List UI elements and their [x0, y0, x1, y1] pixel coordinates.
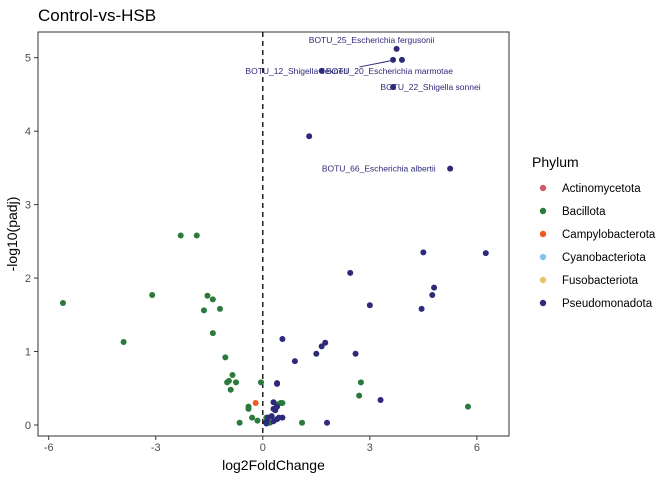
- plot-panel: [37, 31, 510, 437]
- point-bacillota: [177, 232, 184, 239]
- point-bacillota: [236, 419, 243, 426]
- point-pseudomonadota: [306, 133, 313, 140]
- point-pseudomonadota: [313, 350, 320, 357]
- point-pseudomonadota: [274, 416, 281, 423]
- point-pseudomonadota: [274, 380, 281, 387]
- point-pseudomonadota: [318, 67, 325, 74]
- point-pseudomonadota: [347, 269, 354, 276]
- point-pseudomonadota: [418, 305, 425, 312]
- point-bacillota: [299, 419, 306, 426]
- x-tick-label: -3: [151, 442, 161, 454]
- y-tick-label: 3: [25, 200, 31, 212]
- annotation-label: BOTU_66_Escherichia albertii: [322, 164, 436, 174]
- point-bacillota: [209, 330, 216, 337]
- legend: Phylum Actinomycetota Bacillota Campylobac…: [532, 154, 656, 310]
- annotation-label: BOTU_22_Shigella sonnei: [380, 82, 480, 92]
- point-pseudomonadota: [324, 419, 331, 426]
- point-pseudomonadota: [431, 284, 438, 291]
- point-annotations: BOTU_25_Escherichia fergusonii BOTU_12_Sh…: [245, 35, 480, 174]
- point-pseudomonadota: [352, 350, 359, 357]
- point-bacillota: [204, 292, 211, 299]
- point-pseudomonadota: [429, 291, 436, 298]
- point-pseudomonadota: [377, 397, 384, 404]
- point-pseudomonadota: [263, 420, 270, 427]
- legend-key-campylobacterota: [539, 230, 547, 238]
- legend-label: Bacillota: [562, 206, 606, 218]
- point-pseudomonadota: [398, 56, 405, 63]
- point-bacillota: [254, 417, 261, 424]
- y-axis: 0 1 2 3 4 5: [25, 53, 38, 432]
- legend-key-cyanobacteriota: [539, 253, 547, 261]
- point-bacillota: [224, 379, 231, 386]
- point-bacillota: [245, 405, 252, 412]
- point-bacillota: [59, 300, 66, 307]
- point-bacillota: [209, 296, 216, 303]
- point-pseudomonadota: [393, 45, 400, 52]
- point-bacillota: [149, 291, 156, 298]
- annotation-label: BOTU_12_Shigella flexneri: [245, 66, 348, 76]
- legend-key-bacillota: [539, 207, 547, 215]
- point-pseudomonadota: [390, 84, 397, 91]
- legend-title: Phylum: [532, 154, 579, 170]
- point-bacillota: [120, 338, 127, 345]
- legend-key-pseudomonadota: [539, 299, 547, 307]
- point-pseudomonadota: [272, 407, 279, 414]
- point-pseudomonadota: [420, 249, 427, 256]
- point-pseudomonadota: [279, 414, 286, 421]
- annotation-label: BOTU_20_Escherichia marmotae: [326, 66, 453, 76]
- point-bacillota: [227, 386, 234, 393]
- x-axis-title: log2FoldChange: [222, 457, 325, 473]
- point-pseudomonadota: [279, 336, 286, 343]
- point-pseudomonadota: [291, 358, 298, 365]
- legend-key-actinomycetota: [539, 184, 547, 192]
- point-bacillota: [216, 305, 223, 312]
- point-bacillota: [258, 379, 265, 386]
- annotation-label: BOTU_25_Escherichia fergusonii: [309, 35, 435, 45]
- y-tick-label: 4: [25, 126, 31, 138]
- point-bacillota: [229, 372, 236, 379]
- annotation-leader: [359, 60, 391, 68]
- x-tick-label: 0: [260, 442, 266, 454]
- annotation-leaders: [359, 60, 391, 68]
- point-bacillota: [249, 414, 256, 421]
- legend-label: Cyanobacteriota: [562, 252, 646, 264]
- point-pseudomonadota: [447, 165, 454, 172]
- y-tick-label: 0: [25, 420, 31, 432]
- point-bacillota: [200, 307, 207, 314]
- point-bacillota: [222, 354, 229, 361]
- point-bacillota: [356, 392, 363, 399]
- x-tick-label: -6: [44, 442, 54, 454]
- point-pseudomonadota: [366, 302, 373, 309]
- legend-key-fusobacteriota: [539, 276, 547, 284]
- legend-label: Fusobacteriota: [562, 275, 639, 287]
- x-tick-label: 3: [367, 442, 373, 454]
- point-bacillota: [233, 379, 240, 386]
- point-campylobacterota: [252, 399, 259, 406]
- point-pseudomonadota: [482, 250, 489, 257]
- y-tick-label: 1: [25, 347, 31, 359]
- point-bacillota: [193, 232, 200, 239]
- x-axis: -6 -3 0 3 6: [44, 436, 480, 454]
- point-pseudomonadota: [322, 339, 329, 346]
- y-axis-title: -log10(padj): [4, 197, 20, 272]
- point-bacillota: [279, 399, 286, 406]
- y-tick-label: 5: [25, 53, 31, 65]
- legend-label: Pseudomonadota: [562, 298, 653, 310]
- legend-label: Actinomycetota: [562, 183, 641, 195]
- chart-title: Control-vs-HSB: [38, 6, 156, 25]
- x-tick-label: 6: [474, 442, 480, 454]
- legend-label: Campylobacterota: [562, 229, 656, 241]
- y-tick-label: 2: [25, 273, 31, 285]
- data-points: [59, 45, 489, 427]
- point-bacillota: [464, 403, 471, 410]
- point-bacillota: [357, 379, 364, 386]
- point-pseudomonadota: [390, 56, 397, 63]
- point-pseudomonadota: [270, 399, 277, 406]
